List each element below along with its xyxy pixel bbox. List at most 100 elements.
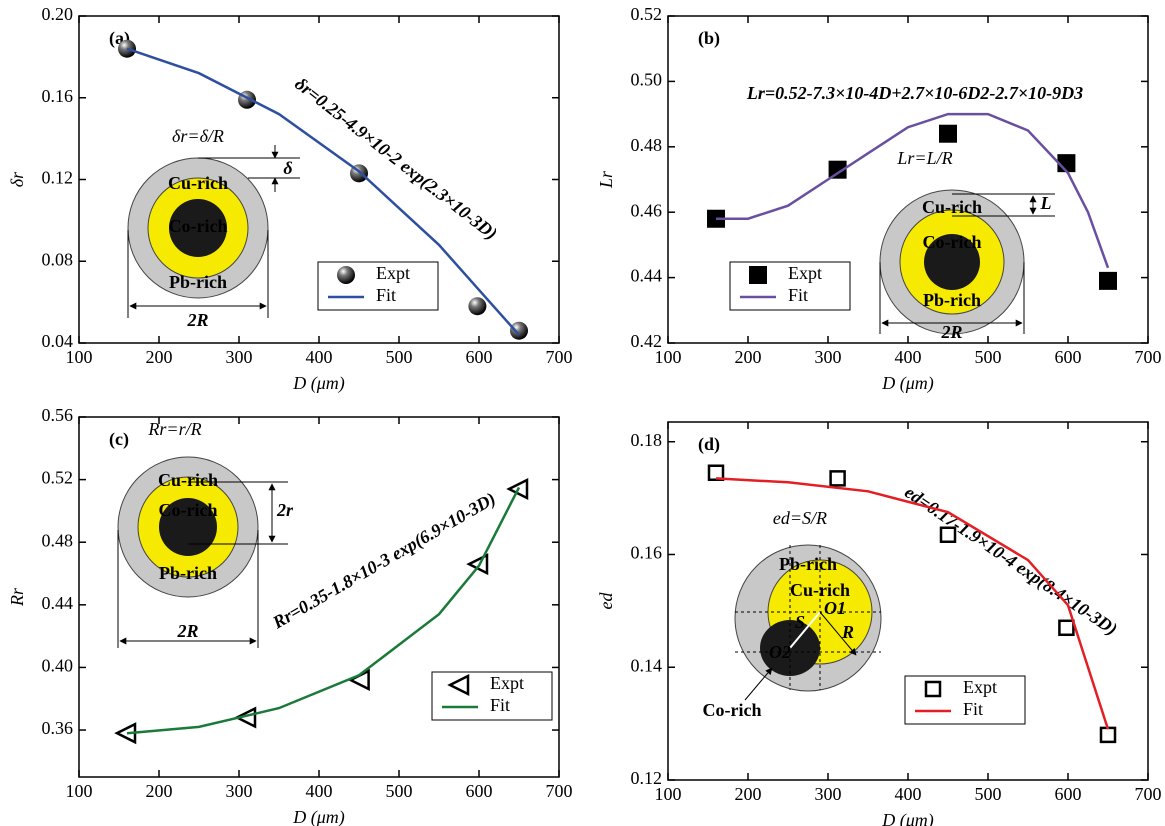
x-axis-label: D (μm)	[292, 373, 345, 394]
x-tick-label: 600	[1055, 784, 1082, 804]
x-axis-label: D (μm)	[881, 373, 934, 394]
data-point	[1101, 728, 1115, 742]
inset-label: Cu-rich	[922, 197, 982, 217]
x-axis-label: D (μm)	[881, 810, 934, 826]
y-tick-label: 0.12	[631, 768, 663, 788]
inset-label: Lr=L/R	[896, 148, 952, 168]
inset-label: Cu-rich	[790, 580, 850, 600]
x-tick-label: 400	[306, 347, 333, 367]
inset-line	[745, 668, 772, 700]
x-tick-label: 700	[1135, 784, 1162, 804]
data-point	[510, 322, 528, 340]
y-axis-label: ed	[596, 592, 616, 610]
panel-label: (d)	[698, 434, 720, 455]
inset-label: δr=δ/R	[172, 126, 224, 146]
x-tick-label: 200	[146, 781, 173, 801]
data-point	[939, 125, 957, 143]
x-tick-label: 600	[466, 781, 493, 801]
inset-label: Co-rich	[923, 232, 982, 252]
y-tick-label: 0.44	[42, 593, 74, 613]
inset-label: R	[841, 622, 854, 642]
fit-equation: Rr=0.35-1.8×10-3 exp(6.9×10-3D)	[268, 488, 499, 634]
x-tick-label: 300	[226, 347, 253, 367]
y-tick-label: 0.52	[631, 4, 663, 24]
inset-label: O1	[824, 598, 846, 618]
y-tick-label: 0.16	[631, 543, 663, 563]
legend-label: Fit	[963, 699, 983, 719]
x-tick-label: 600	[466, 347, 493, 367]
x-tick-label: 300	[815, 784, 842, 804]
inset-label: 2r	[276, 500, 294, 520]
panel-label: (b)	[698, 28, 720, 49]
y-tick-label: 0.14	[631, 655, 663, 675]
inset-label: 2R	[176, 621, 198, 641]
x-tick-label: 300	[815, 347, 842, 367]
inset-label: O2	[769, 642, 791, 662]
x-tick-label: 700	[546, 347, 573, 367]
y-tick-label: 0.48	[631, 135, 663, 155]
legend-label: Expt	[376, 263, 410, 283]
x-tick-label: 500	[386, 347, 413, 367]
inset-label: ed=S/R	[773, 508, 827, 528]
x-tick-label: 400	[306, 781, 333, 801]
y-axis-label: Rr	[7, 587, 27, 607]
inset-label: Cu-rich	[168, 173, 228, 193]
y-tick-label: 0.50	[631, 70, 663, 90]
y-tick-label: 0.44	[631, 266, 663, 286]
y-tick-label: 0.48	[42, 530, 74, 550]
legend-marker	[337, 266, 355, 284]
data-point	[468, 297, 486, 315]
data-point	[1059, 621, 1073, 635]
y-tick-label: 0.36	[42, 718, 74, 738]
y-tick-label: 0.40	[42, 656, 74, 676]
data-point	[831, 471, 845, 485]
y-tick-label: 0.18	[631, 430, 663, 450]
inset-label: Pb-rich	[169, 272, 227, 292]
inset-label: Cu-rich	[158, 470, 218, 490]
legend-label: Fit	[788, 285, 808, 305]
y-axis-label: Lr	[596, 170, 616, 189]
y-tick-label: 0.46	[631, 200, 663, 220]
x-tick-label: 400	[895, 784, 922, 804]
legend-label: Expt	[490, 673, 524, 693]
inset-label: 2R	[940, 322, 962, 342]
y-tick-label: 0.20	[42, 4, 74, 24]
fit-equation: Lr=0.52-7.3×10-4D+2.7×10-6D2-2.7×10-9D3	[746, 83, 1083, 103]
x-tick-label: 300	[226, 781, 253, 801]
inset-label: δ	[283, 158, 292, 178]
y-tick-label: 0.16	[42, 86, 74, 106]
x-tick-label: 700	[546, 781, 573, 801]
inset-label: Co-rich	[703, 700, 762, 720]
inset-label: S	[795, 612, 805, 632]
legend-label: Fit	[376, 285, 396, 305]
legend-label: Expt	[963, 677, 997, 697]
inset-label: Pb-rich	[159, 563, 217, 583]
inset-label: Pb-rich	[779, 554, 837, 574]
x-tick-label: 500	[975, 347, 1002, 367]
y-tick-label: 0.08	[42, 249, 74, 269]
y-tick-label: 0.52	[42, 468, 74, 488]
x-tick-label: 700	[1135, 347, 1162, 367]
figure: 1002003004005006007000.040.080.120.160.2…	[0, 0, 1165, 826]
y-tick-label: 0.56	[42, 405, 74, 425]
y-axis-label: δr	[7, 171, 27, 187]
x-tick-label: 400	[895, 347, 922, 367]
fit-equation: δr=0.25-4.9×10-2 exp(2.3×10-3D)	[290, 73, 501, 244]
y-tick-label: 0.04	[42, 331, 74, 351]
inset-label: L	[1040, 193, 1052, 213]
x-tick-label: 200	[146, 347, 173, 367]
inset-label: Rr=r/R	[147, 419, 201, 439]
fit-equation: ed=0.17-1.9×10-4 exp(8.4×10-3D)	[901, 482, 1121, 640]
x-tick-label: 500	[975, 784, 1002, 804]
inset-label: Pb-rich	[923, 290, 981, 310]
x-axis-label: D (μm)	[292, 807, 345, 826]
panel-label: (c)	[109, 429, 129, 450]
inset-label: Co-rich	[159, 500, 218, 520]
y-tick-label: 0.42	[631, 331, 663, 351]
data-point	[1099, 272, 1117, 290]
x-tick-label: 600	[1055, 347, 1082, 367]
legend-label: Expt	[788, 263, 822, 283]
inset-label: Co-rich	[169, 216, 228, 236]
x-tick-label: 200	[735, 347, 762, 367]
inset-label: 2R	[186, 310, 208, 330]
